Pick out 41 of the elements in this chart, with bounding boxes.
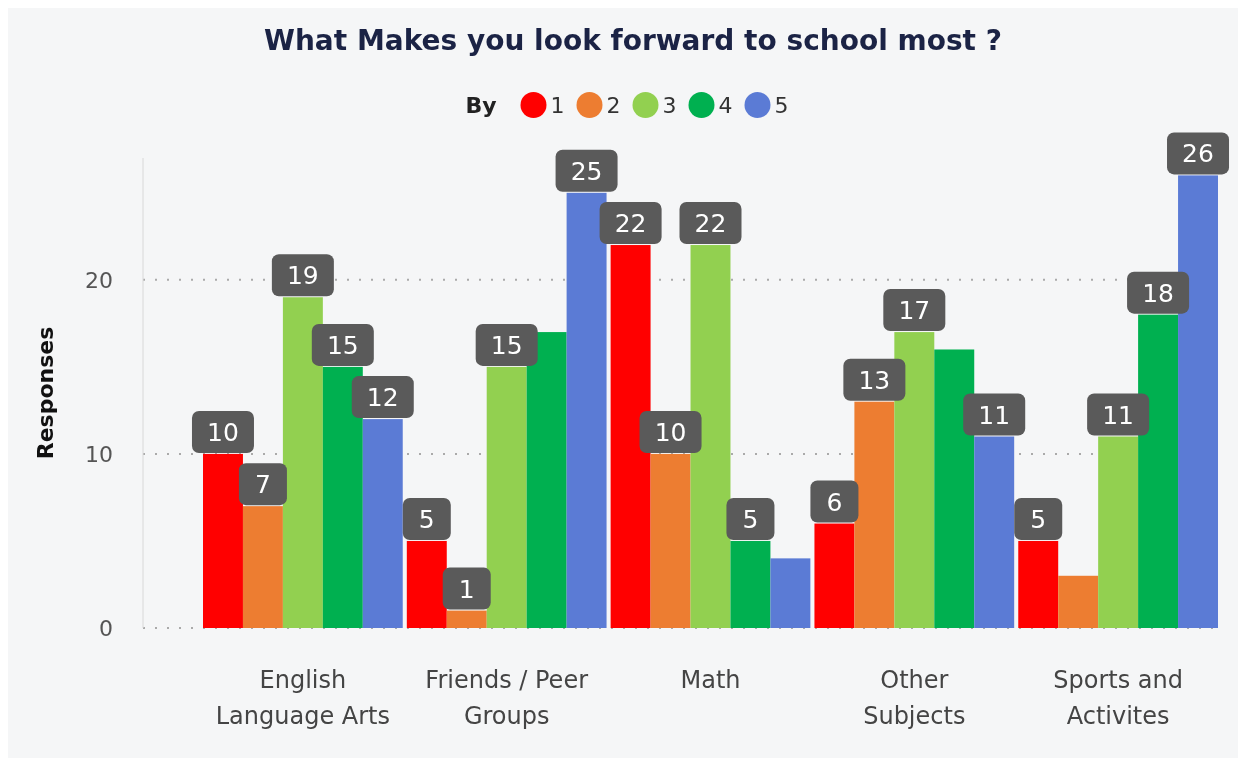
data-label: 5 [1030, 504, 1047, 534]
chart-title: What Makes you look forward to school most ? [264, 24, 1002, 57]
legend-label: 1 [550, 93, 565, 118]
data-label: 5 [742, 504, 759, 534]
bar [1058, 575, 1099, 628]
data-label: 10 [207, 417, 239, 447]
legend-label: 2 [606, 93, 621, 118]
y-tick-label: 20 [85, 267, 113, 293]
data-label: 11 [978, 400, 1011, 430]
data-label: 22 [614, 209, 647, 239]
legend-label: 3 [662, 93, 677, 118]
legend-label: 5 [774, 93, 789, 118]
data-label: 1 [458, 574, 475, 604]
data-label: 15 [326, 330, 359, 360]
data-label: 19 [286, 261, 319, 291]
bar [526, 332, 567, 628]
data-label: 5 [418, 504, 435, 534]
bar [934, 349, 975, 628]
y-tick-label: 0 [99, 616, 113, 641]
data-label: 15 [490, 330, 523, 360]
data-label: 26 [1182, 139, 1214, 169]
data-label: 13 [858, 365, 891, 395]
data-label: 12 [366, 383, 399, 413]
legend-label: 4 [718, 93, 733, 118]
legend-title: By [465, 93, 497, 118]
x-tick-label: English Language Arts [215, 666, 391, 730]
data-label: 6 [826, 487, 843, 517]
x-tick-label: Friends / Peer Groups [425, 666, 589, 730]
y-axis-title: Responses [33, 326, 58, 460]
x-tick-label: Math [680, 666, 741, 694]
data-label: 17 [898, 296, 931, 326]
data-label: 18 [1142, 278, 1174, 308]
data-label: 22 [694, 209, 727, 239]
data-label: 25 [570, 156, 603, 186]
bar [770, 558, 811, 628]
y-tick-label: 10 [85, 441, 113, 467]
data-label: 7 [254, 470, 271, 500]
x-tick-label: Other Subjects [863, 666, 966, 730]
data-label: 11 [1102, 400, 1135, 430]
data-label: 10 [654, 417, 687, 447]
x-tick-label: Sports and Activites [1053, 666, 1183, 730]
